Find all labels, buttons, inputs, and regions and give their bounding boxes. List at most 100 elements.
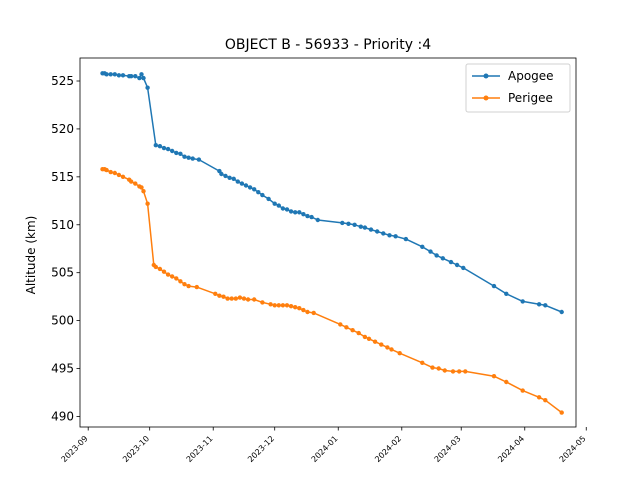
apogee-data-point <box>137 75 142 81</box>
perigee-data-point <box>450 369 456 374</box>
perigee-data-point <box>311 310 316 316</box>
apogee-data-point <box>129 74 134 79</box>
apogee-data-point <box>231 176 236 181</box>
perigee-data-point <box>520 388 525 393</box>
apogee-data-point <box>145 85 150 90</box>
y-tick-label: 520 <box>51 122 74 136</box>
perigee-data-point <box>194 284 199 290</box>
perigee-data-point <box>178 279 183 284</box>
apogee-data-point <box>315 217 320 223</box>
perigee-data-point <box>491 374 497 379</box>
x-tick-label: 2024-01 <box>310 434 340 464</box>
legend-apogee-marker <box>483 73 489 79</box>
perigee-data-point <box>241 296 247 301</box>
perigee-data-point <box>284 303 290 308</box>
perigee-data-point <box>338 322 343 327</box>
apogee-data-point <box>280 206 286 211</box>
perigee-data-point <box>362 334 368 340</box>
apogee-data-point <box>266 196 271 202</box>
perigee-data-point <box>186 283 191 289</box>
apogee-data-point <box>293 210 298 215</box>
perigee-data-point <box>397 351 402 356</box>
perigee-data-point <box>293 305 298 310</box>
apogee-data-point <box>305 213 310 219</box>
apogee-data-point <box>301 212 306 217</box>
apogee-data-point <box>116 73 122 78</box>
perigee-data-point <box>420 360 425 365</box>
perigee-data-point <box>301 307 306 313</box>
perigee-data-point <box>536 395 542 400</box>
apogee-data-point <box>428 249 433 254</box>
perigee-data-point <box>141 189 146 194</box>
apogee-data-point <box>196 157 202 162</box>
perigee-data-point <box>350 328 355 333</box>
perigee-data-point <box>276 303 281 308</box>
apogee-data-point <box>235 179 240 184</box>
legend-apogee-label: Apogee <box>508 69 554 83</box>
perigee-data-point <box>305 309 310 315</box>
perigee-data-point <box>161 269 167 274</box>
y-axis-label: Altitude (km) <box>24 216 38 295</box>
apogee-data-point <box>520 299 525 304</box>
apogee-data-point <box>157 144 163 149</box>
legend: Apogee Perigee <box>465 63 571 113</box>
perigee-data-point <box>344 325 349 330</box>
perigee-data-point <box>233 296 238 301</box>
perigee-data-point <box>213 291 218 296</box>
perigee-data-point <box>245 297 251 302</box>
perigee-data-point <box>379 342 384 347</box>
perigee-data-point <box>442 368 447 373</box>
apogee-data-point <box>387 233 392 238</box>
perigee-data-point <box>145 201 150 206</box>
apogee-data-point <box>260 192 265 198</box>
perigee-data-point <box>297 306 302 311</box>
x-tick-label: 2024-02 <box>373 434 403 464</box>
apogee-data-point <box>108 72 113 77</box>
perigee-data-point <box>272 303 277 308</box>
apogee-data-point <box>153 143 158 148</box>
apogee-data-point <box>368 227 374 232</box>
perigee-data-point <box>174 276 179 281</box>
perigee-data-point <box>356 330 361 336</box>
apogee-data-point <box>133 74 138 79</box>
perigee-data-point <box>237 295 243 300</box>
perigee-data-point <box>133 181 138 186</box>
perigee-data-point <box>366 336 372 341</box>
apogee-data-point <box>381 231 386 236</box>
apogee-data-point <box>346 221 351 226</box>
apogee-data-point <box>454 262 460 268</box>
perigee-data-point <box>217 293 222 298</box>
apogee-data-point <box>309 214 314 220</box>
perigee-data-point <box>104 167 109 173</box>
apogee-data-point <box>420 244 425 249</box>
legend-perigee-marker <box>483 95 489 101</box>
perigee-data-point <box>457 369 462 374</box>
apogee-data-point <box>284 207 290 212</box>
apogee-data-point <box>219 171 224 177</box>
apogee-data-point <box>297 210 302 215</box>
apogee-data-point <box>559 309 564 315</box>
perigee-data-point <box>463 369 468 374</box>
apogee-data-point <box>434 253 439 258</box>
apogee-data-point <box>352 222 357 227</box>
perigee-data-point <box>120 174 126 179</box>
apogee-data-point <box>165 146 171 152</box>
apogee-data-point <box>190 156 195 161</box>
y-tick-label: 500 <box>51 314 74 328</box>
apogee-data-point <box>461 265 466 271</box>
perigee-data-point <box>389 347 394 352</box>
perigee-data-point <box>108 169 113 175</box>
apogee-data-point <box>239 181 245 186</box>
apogee-data-point <box>139 72 144 77</box>
perigee-data-point <box>288 304 294 309</box>
apogee-data-point <box>543 303 548 308</box>
perigee-data-point <box>260 300 265 305</box>
apogee-data-point <box>104 72 109 77</box>
perigee-data-point <box>112 170 118 176</box>
apogee-data-point <box>252 187 257 192</box>
apogee-data-point <box>440 256 445 261</box>
perigee-data-point <box>559 410 564 415</box>
apogee-data-point <box>141 75 146 81</box>
apogee-data-point <box>182 154 187 159</box>
